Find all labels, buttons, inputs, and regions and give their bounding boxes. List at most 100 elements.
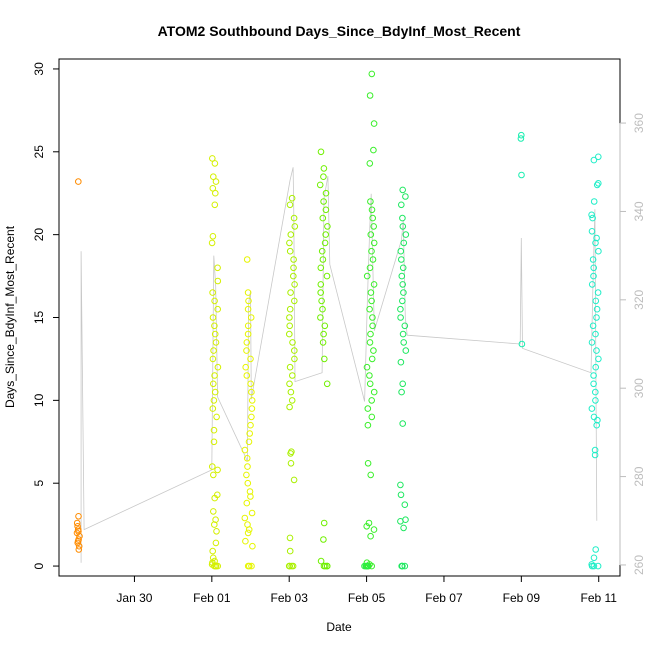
data-point bbox=[592, 546, 600, 553]
data-point bbox=[75, 513, 82, 520]
point-cluster-9 bbox=[588, 153, 602, 570]
data-point bbox=[518, 131, 525, 139]
data-point bbox=[244, 529, 252, 537]
data-point bbox=[286, 363, 294, 371]
x-tick-label: Feb 03 bbox=[271, 591, 309, 605]
data-point bbox=[323, 272, 331, 280]
data-point bbox=[286, 403, 293, 411]
data-point bbox=[320, 330, 327, 338]
y2-axis: 260 280 300 320 340 360 bbox=[619, 113, 646, 575]
data-point bbox=[588, 339, 596, 346]
data-point bbox=[402, 231, 410, 238]
point-cluster-7 bbox=[397, 186, 410, 570]
data-point bbox=[286, 380, 293, 388]
data-point bbox=[247, 355, 254, 363]
x-axis-label: Date bbox=[326, 620, 352, 634]
data-point bbox=[286, 247, 294, 255]
y-axis-label: Days_Since_BdyInf_Most_Recent bbox=[3, 225, 17, 408]
data-point bbox=[369, 256, 377, 263]
data-point bbox=[320, 198, 327, 205]
data-point bbox=[286, 534, 294, 542]
data-point bbox=[370, 281, 378, 288]
data-point bbox=[367, 330, 374, 338]
data-point bbox=[290, 256, 297, 263]
data-point bbox=[588, 211, 595, 219]
data-point bbox=[209, 405, 217, 412]
data-point bbox=[209, 289, 216, 296]
data-point bbox=[367, 231, 375, 238]
data-point bbox=[366, 92, 374, 99]
data-point bbox=[323, 562, 331, 570]
y-tick-label: 10 bbox=[32, 393, 46, 407]
data-point bbox=[400, 289, 407, 296]
data-point bbox=[248, 509, 256, 517]
data-point bbox=[366, 264, 374, 272]
y2-tick-label: 260 bbox=[632, 555, 646, 575]
data-point bbox=[369, 322, 376, 330]
data-point bbox=[212, 339, 220, 346]
data-point bbox=[290, 264, 297, 272]
data-point bbox=[319, 305, 326, 313]
data-point bbox=[594, 289, 602, 296]
data-point bbox=[291, 297, 298, 305]
data-point bbox=[286, 562, 294, 570]
data-point bbox=[244, 330, 252, 338]
data-point bbox=[593, 347, 600, 354]
data-point bbox=[213, 413, 220, 421]
y2-tick-label: 340 bbox=[632, 201, 646, 221]
data-point bbox=[593, 234, 600, 242]
point-cluster-3 bbox=[285, 194, 299, 570]
data-point bbox=[291, 223, 299, 230]
y-tick-label: 15 bbox=[32, 311, 46, 325]
data-point bbox=[243, 471, 250, 479]
data-point bbox=[316, 181, 324, 189]
data-point bbox=[317, 314, 324, 321]
data-point bbox=[209, 547, 216, 555]
data-point bbox=[319, 256, 327, 263]
data-point bbox=[75, 542, 83, 550]
data-point bbox=[398, 256, 405, 263]
data-point bbox=[398, 272, 406, 280]
data-point bbox=[244, 305, 252, 313]
data-point bbox=[590, 372, 597, 379]
point-cluster-8 bbox=[517, 131, 526, 348]
data-point bbox=[317, 281, 325, 288]
data-point bbox=[397, 314, 404, 321]
data-point bbox=[592, 388, 599, 396]
data-point bbox=[210, 347, 217, 354]
data-point bbox=[74, 523, 81, 530]
data-point bbox=[248, 388, 255, 396]
data-point bbox=[247, 421, 254, 429]
y-tick-label: 30 bbox=[32, 62, 46, 76]
data-point bbox=[247, 314, 255, 321]
data-point bbox=[592, 363, 600, 371]
data-point bbox=[290, 476, 298, 484]
data-point bbox=[364, 421, 372, 429]
data-point bbox=[287, 388, 295, 396]
data-point bbox=[212, 562, 220, 570]
data-point bbox=[320, 519, 328, 527]
data-point bbox=[594, 416, 601, 424]
data-point bbox=[592, 297, 600, 305]
data-point bbox=[214, 264, 221, 272]
data-point bbox=[74, 539, 81, 547]
data-point bbox=[363, 272, 371, 280]
data-point bbox=[592, 239, 599, 247]
data-point bbox=[211, 160, 219, 167]
data-point bbox=[320, 173, 327, 180]
data-point bbox=[595, 247, 602, 255]
data-point bbox=[367, 471, 375, 479]
data-point bbox=[317, 264, 325, 272]
data-point bbox=[590, 156, 598, 164]
x-axis: Jan 30 Feb 01 Feb 03 Feb 05 Feb 07 Feb 09 Feb … bbox=[116, 575, 617, 605]
data-point bbox=[248, 397, 256, 404]
point-cluster-6 bbox=[361, 562, 371, 570]
data-point bbox=[593, 181, 601, 189]
point-cluster-0 bbox=[73, 178, 83, 553]
data-point bbox=[592, 397, 599, 404]
data-point bbox=[246, 562, 253, 570]
data-point bbox=[288, 194, 296, 202]
data-point bbox=[209, 233, 217, 240]
data-point bbox=[214, 363, 222, 371]
